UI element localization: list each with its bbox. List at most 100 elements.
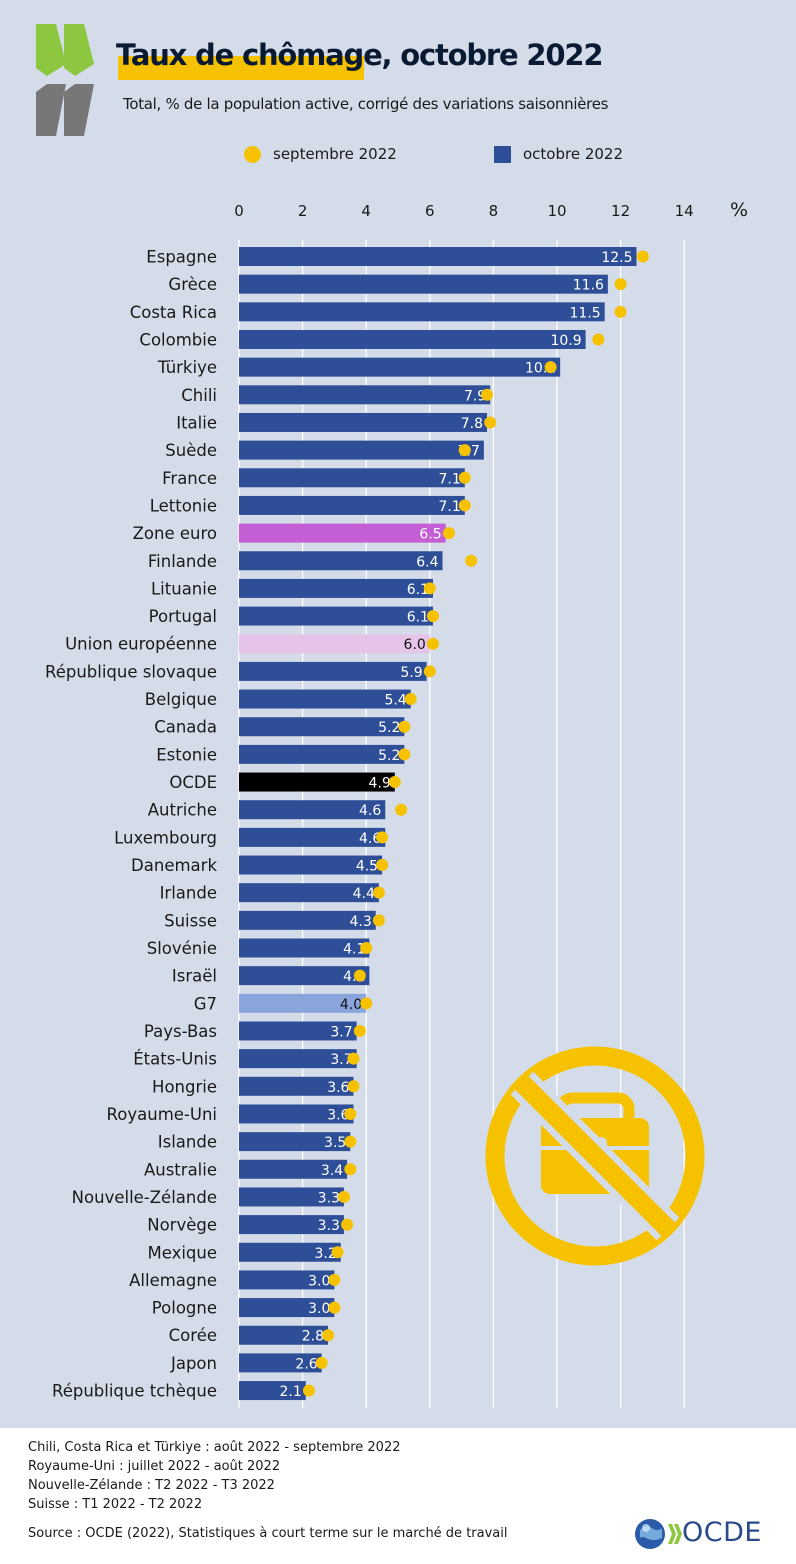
point-september bbox=[388, 776, 401, 789]
category-label: Luxembourg bbox=[114, 828, 217, 847]
category-label: Portugal bbox=[149, 607, 217, 626]
point-september bbox=[404, 693, 417, 706]
category-label: République slovaque bbox=[45, 662, 217, 681]
category-label: Hongrie bbox=[152, 1077, 217, 1096]
note-line: Royaume-Uni : juillet 2022 - août 2022 bbox=[28, 1459, 281, 1474]
category-label: Allemagne bbox=[129, 1271, 217, 1290]
point-september bbox=[592, 333, 605, 346]
x-tick-label: 6 bbox=[425, 202, 435, 220]
bar-october bbox=[239, 1270, 335, 1290]
bar-october bbox=[239, 717, 405, 737]
point-september bbox=[347, 1080, 360, 1093]
category-label: Corée bbox=[169, 1326, 217, 1345]
category-label: États-Unis bbox=[133, 1050, 217, 1069]
category-label: Finlande bbox=[148, 552, 217, 571]
bar-value-label: 4.1 bbox=[343, 942, 365, 958]
bar-october bbox=[239, 1298, 335, 1318]
bar-value-label: 4.5 bbox=[356, 859, 378, 875]
bar-october bbox=[239, 634, 430, 654]
bar-october bbox=[239, 855, 383, 875]
title-highlight bbox=[118, 56, 364, 80]
bar-october bbox=[239, 1021, 357, 1041]
bar-october bbox=[239, 689, 411, 709]
point-september bbox=[372, 886, 385, 899]
point-september bbox=[458, 499, 471, 512]
bar-october bbox=[239, 274, 608, 294]
category-label: Suède bbox=[165, 441, 217, 460]
note-line: Nouvelle-Zélande : T2 2022 - T3 2022 bbox=[28, 1478, 275, 1493]
chart-notes: Chili, Costa Rica et Türkiye : août 2022… bbox=[28, 1438, 401, 1514]
category-label: République tchèque bbox=[52, 1382, 217, 1401]
category-label: Japon bbox=[170, 1354, 217, 1373]
point-september bbox=[372, 914, 385, 927]
bar-october bbox=[239, 1132, 351, 1152]
category-label: OCDE bbox=[169, 773, 217, 792]
point-september bbox=[426, 637, 439, 650]
point-september bbox=[328, 1301, 341, 1314]
bar-value-label: 11.5 bbox=[570, 305, 601, 321]
bar-value-label: 3.4 bbox=[321, 1163, 343, 1179]
category-label: France bbox=[162, 469, 217, 488]
point-september bbox=[331, 1246, 344, 1259]
point-september bbox=[544, 361, 557, 374]
bar-october bbox=[239, 302, 605, 322]
point-september bbox=[423, 665, 436, 678]
bar-october bbox=[239, 329, 586, 349]
category-label: Zone euro bbox=[133, 524, 217, 543]
bar-value-label: 4.0 bbox=[340, 997, 362, 1013]
bar-value-label: 7.1 bbox=[439, 499, 461, 515]
bar-october bbox=[239, 606, 433, 626]
legend-item-october: octobre 2022 bbox=[494, 145, 623, 163]
bar-value-label: 3.6 bbox=[327, 1080, 349, 1096]
bar-value-label: 6.1 bbox=[407, 610, 429, 626]
legend-item-september: septembre 2022 bbox=[244, 145, 397, 163]
category-label: Slovénie bbox=[147, 939, 217, 958]
bar-october bbox=[239, 1104, 354, 1124]
bar-value-label: 11.6 bbox=[573, 278, 604, 294]
chart-subtitle: Total, % de la population active, corrig… bbox=[123, 95, 609, 113]
bar-october bbox=[239, 1325, 329, 1345]
category-label: Norvège bbox=[147, 1216, 217, 1235]
bar-value-label: 5.9 bbox=[400, 665, 422, 681]
point-september bbox=[395, 803, 408, 816]
point-september bbox=[302, 1384, 315, 1397]
category-label: Grèce bbox=[168, 275, 217, 294]
bar-chart: 0 2 4 6 8 10 12 14 % Espagne 12.5 Grèce 11.6 Costa Ri… bbox=[45, 199, 748, 1409]
bar-value-label: 2.1 bbox=[280, 1384, 302, 1400]
bar-value-label: 7.8 bbox=[461, 416, 483, 432]
bar-value-label: 3.0 bbox=[308, 1273, 330, 1289]
bar-october bbox=[239, 468, 465, 488]
point-september bbox=[315, 1356, 328, 1369]
x-tick-label: 8 bbox=[489, 202, 499, 220]
bar-value-label: 4.6 bbox=[359, 803, 381, 819]
legend-label-october: octobre 2022 bbox=[523, 145, 624, 163]
category-label: Israël bbox=[172, 967, 217, 986]
bar-value-label: 6.5 bbox=[419, 527, 441, 543]
bar-october bbox=[239, 1353, 322, 1373]
bar-value-label: 5.2 bbox=[378, 748, 400, 764]
bar-october bbox=[239, 551, 443, 571]
bar-october bbox=[239, 772, 395, 792]
bar-value-label: 6.4 bbox=[416, 554, 438, 570]
legend-dot-marker bbox=[244, 146, 261, 163]
bar-october bbox=[239, 1076, 354, 1096]
bar-october bbox=[239, 1215, 344, 1235]
point-september bbox=[458, 471, 471, 484]
legend-label-september: septembre 2022 bbox=[273, 145, 397, 163]
bar-value-label: 3.7 bbox=[330, 1052, 352, 1068]
bar-october bbox=[239, 523, 446, 543]
bar-october bbox=[239, 910, 376, 930]
bar-value-label: 4.9 bbox=[369, 776, 391, 792]
point-september bbox=[614, 278, 627, 291]
chart-title: Taux de chômage, octobre 2022 bbox=[116, 38, 604, 72]
point-september bbox=[398, 748, 411, 761]
point-september bbox=[398, 720, 411, 733]
bar-october bbox=[239, 357, 561, 377]
bar-october bbox=[239, 827, 386, 847]
category-label: Lettonie bbox=[150, 496, 217, 515]
point-september bbox=[484, 416, 497, 429]
no-briefcase-icon bbox=[485, 1046, 705, 1266]
category-label: Estonie bbox=[156, 745, 217, 764]
point-september bbox=[376, 831, 389, 844]
bar-value-label: 4.4 bbox=[353, 886, 375, 902]
